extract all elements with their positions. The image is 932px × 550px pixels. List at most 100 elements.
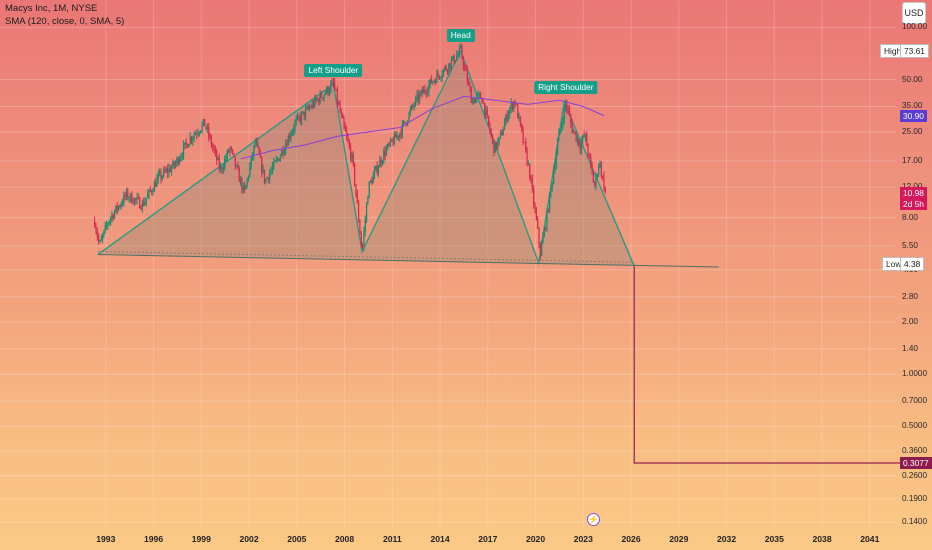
target-projection [633, 266, 910, 464]
candle-body [526, 149, 528, 165]
candle-body [168, 168, 170, 173]
time-scale-label: 1996 [143, 534, 164, 544]
candle-body [143, 202, 145, 206]
candle-body [525, 142, 527, 150]
candle-body [300, 113, 303, 122]
time-scale-label: 2017 [478, 534, 498, 544]
candle-body [279, 155, 281, 162]
price-scale-label: 2.80 [902, 291, 918, 301]
candle-body [519, 116, 522, 124]
candle-body [596, 174, 598, 176]
bar-countdown-tag: 2d 5h [900, 197, 927, 210]
candle-body [474, 98, 476, 104]
candle-body [302, 111, 304, 114]
candle-body [517, 104, 519, 119]
candle-body [136, 197, 138, 200]
candle-body [246, 178, 248, 186]
candle-body [506, 115, 508, 121]
candle-body [217, 158, 219, 160]
right-shoulder-label[interactable]: Right Shoulder [534, 81, 598, 95]
candle-body [533, 188, 535, 205]
candle-body [364, 219, 366, 232]
price-scale-label: 12.00 [902, 182, 928, 191]
candle-body [537, 219, 539, 228]
candle-body [385, 148, 388, 156]
candle-body [188, 144, 190, 148]
price-scale-label: 0.7000 [902, 396, 928, 406]
candle-body [487, 115, 490, 125]
candle-body [152, 191, 154, 193]
candle-body [151, 190, 153, 193]
candle-body [315, 97, 317, 100]
candle-body [257, 141, 259, 148]
candle-body [409, 109, 411, 113]
candle-body [312, 102, 315, 107]
candle-body [352, 153, 354, 164]
candle-body [107, 223, 109, 226]
candle-body [334, 82, 336, 90]
candle-body [403, 121, 405, 124]
head-label[interactable]: Head [446, 29, 475, 43]
candle-body [322, 97, 324, 99]
target-price-tag: 0.3077 [900, 457, 932, 469]
candle-body [420, 90, 422, 94]
candle-body [119, 206, 121, 207]
candle-body [177, 158, 179, 164]
candle-body [281, 150, 283, 156]
candle-body [105, 225, 108, 227]
candle-body [578, 138, 580, 146]
candle-body [359, 220, 361, 234]
candle-body [169, 168, 171, 172]
candle-body [534, 204, 536, 210]
candle-body [336, 90, 338, 104]
candle-body [125, 190, 128, 197]
candle-body [196, 133, 198, 135]
candle-body [461, 46, 463, 59]
candle-body [507, 113, 510, 121]
candle-body [262, 169, 264, 173]
lightning-icon[interactable]: ⚡ [587, 513, 600, 526]
candle-body [314, 97, 316, 107]
price-scale-label: 25.00 [902, 126, 923, 136]
sma-price-tag: 30.90 [900, 109, 927, 122]
currency-button[interactable]: USD [902, 2, 926, 24]
candle-body [340, 112, 342, 115]
candle-body [391, 139, 393, 142]
candle-body [600, 163, 602, 176]
candle-body [232, 149, 234, 153]
candle-body [306, 106, 308, 109]
candle-body [498, 136, 500, 142]
candle-body [604, 189, 606, 192]
candle-body [259, 154, 262, 158]
candle-body [594, 182, 596, 186]
candle-body [465, 67, 467, 71]
time-scale-label: 2029 [669, 534, 689, 544]
candle-body [509, 108, 511, 114]
candle-body [482, 103, 484, 104]
candle-body [173, 161, 175, 166]
candle-body [192, 138, 194, 141]
candle-body [170, 167, 173, 172]
candle-body [510, 103, 512, 109]
candle-body [369, 180, 372, 182]
candle-body [568, 110, 571, 116]
indicator-legend[interactable]: SMA (120, close, 0, SMA, 5) [5, 16, 125, 27]
left-shoulder-label[interactable]: Left Shoulder [304, 64, 363, 78]
candle-body [167, 169, 169, 173]
candle-body [176, 158, 178, 163]
candle-body [117, 206, 120, 210]
candle-body [361, 245, 364, 247]
candle-body [316, 98, 319, 100]
time-scale-label: 2032 [716, 534, 737, 544]
candle-body [396, 135, 398, 138]
candle-body [141, 202, 144, 210]
candle-body [446, 69, 449, 72]
candle-body [371, 180, 373, 184]
candle-body [121, 203, 124, 205]
candle-body [266, 177, 268, 180]
candle-body [489, 124, 491, 132]
candle-body [495, 141, 498, 149]
candle-body [212, 145, 214, 148]
